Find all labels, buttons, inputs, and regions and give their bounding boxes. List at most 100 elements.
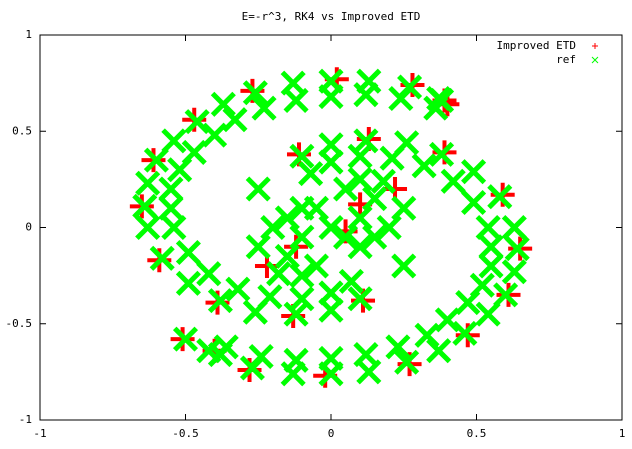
scatter-point <box>362 186 388 212</box>
scatter-point <box>426 338 452 364</box>
scatter-point <box>347 205 373 231</box>
scatter-point <box>172 326 199 352</box>
scatter-point <box>184 109 210 135</box>
scatter-point <box>379 145 405 171</box>
scatter-point <box>338 268 364 294</box>
scatter-point <box>196 261 222 287</box>
scatter-point <box>161 214 187 241</box>
scatter-point <box>391 253 417 279</box>
scatter-point <box>260 214 286 241</box>
scatter-point <box>318 280 344 306</box>
scatter-point <box>225 276 251 302</box>
scatter-point <box>303 253 329 279</box>
scatter-point <box>289 263 315 289</box>
scatter-point <box>248 343 274 370</box>
scatter-point <box>347 286 373 312</box>
y-tick-label: -0.5 <box>6 317 33 330</box>
scatter-point <box>376 214 402 241</box>
x-tick-label: 1 <box>619 427 626 440</box>
scatter-point <box>347 143 373 169</box>
scatter-point <box>283 87 309 113</box>
scatter-point <box>440 168 466 194</box>
y-tick-label: 0 <box>25 221 32 234</box>
y-tick-label: -1 <box>19 413 32 426</box>
scatter-point <box>434 307 460 333</box>
scatter-point <box>318 149 344 175</box>
scatter-point <box>303 195 329 221</box>
scatter-point <box>274 205 300 231</box>
scatter-point <box>504 236 530 262</box>
scatter-point <box>385 334 411 360</box>
scatter-point <box>333 224 359 250</box>
scatter-point <box>283 347 309 373</box>
scatter-point <box>394 349 420 375</box>
scatter-point <box>298 161 324 187</box>
y-tick-label: 0.5 <box>12 124 32 137</box>
chart-title: E=-r^3, RK4 vs Improved ETD <box>242 10 421 23</box>
scatter-point <box>289 286 315 312</box>
scatter-point <box>158 176 184 202</box>
scatter-point <box>175 239 201 266</box>
legend-marker <box>591 56 599 64</box>
scatter-point <box>245 176 271 202</box>
x-tick-label: 0 <box>328 427 335 440</box>
scatter-point <box>135 170 161 196</box>
scatter-point <box>251 95 277 121</box>
scatter-point <box>411 153 437 179</box>
scatter-point <box>222 107 248 133</box>
scatter-point <box>461 189 487 216</box>
legend-marker <box>592 43 598 49</box>
scatter-point <box>158 195 184 221</box>
scatter-point <box>289 224 315 250</box>
x-tick-label: -1 <box>33 427 46 440</box>
scatter-point <box>501 259 527 285</box>
scatter-point <box>347 166 373 192</box>
scatter-point <box>493 282 519 308</box>
scatter-point <box>149 245 175 271</box>
scatter-point <box>135 214 161 241</box>
scatter-point <box>143 147 169 173</box>
scatter-point <box>353 82 379 108</box>
scatter-point <box>414 322 440 348</box>
scatter-point <box>362 224 388 250</box>
legend-label: ref <box>556 53 576 66</box>
scatter-point <box>207 288 233 314</box>
scatter-point <box>196 338 222 364</box>
scatter-point <box>475 214 501 241</box>
scatter-point <box>333 176 359 202</box>
scatter-point <box>429 141 455 167</box>
scatter-point <box>487 184 513 210</box>
scatter-point <box>469 272 495 298</box>
scatter-point <box>210 91 236 117</box>
legend-label: Improved ETD <box>497 39 576 52</box>
x-tick-label: -0.5 <box>172 427 199 440</box>
scatter-point <box>347 234 373 260</box>
scatter-point <box>167 157 193 183</box>
scatter-point <box>132 193 158 219</box>
y-tick-label: 1 <box>25 28 32 41</box>
scatter-point <box>161 128 187 154</box>
scatter-point <box>318 345 344 371</box>
scatter-point <box>475 301 501 327</box>
scatter-point <box>388 85 414 112</box>
scatter-point <box>242 80 268 106</box>
scatter-point <box>501 214 527 241</box>
scatter-point <box>274 243 300 269</box>
scatter-point <box>461 159 487 185</box>
scatter-point <box>318 297 344 323</box>
scatter-point <box>257 284 283 310</box>
scatter-point <box>353 342 379 368</box>
scatter-point <box>202 122 228 148</box>
scatter-point <box>289 143 315 169</box>
scatter-point <box>318 132 344 158</box>
scatter-point <box>245 234 271 260</box>
scatter-point <box>478 234 504 260</box>
x-tick-label: 0.5 <box>467 427 487 440</box>
scatter-point <box>452 320 478 346</box>
scatter-point <box>370 168 396 194</box>
scatter-point <box>175 270 201 296</box>
scatter-point <box>391 195 417 221</box>
scatter-point <box>318 214 344 241</box>
